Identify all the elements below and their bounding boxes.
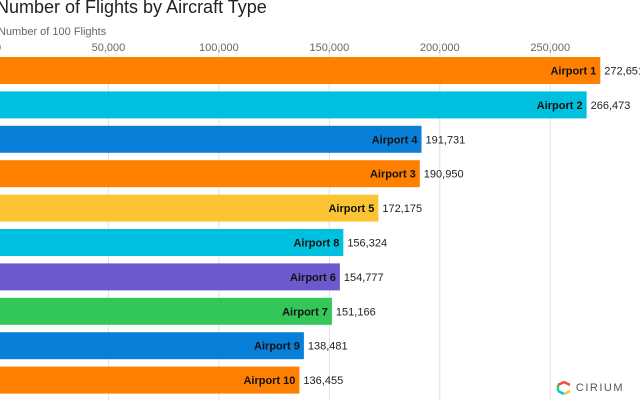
x-tick-label: 100,000 — [199, 42, 239, 54]
bar-value-label: 191,731 — [426, 134, 466, 146]
bar-value-label: 266,473 — [591, 100, 631, 112]
bar-category-label: Airport 1 — [550, 66, 596, 78]
bar — [0, 297, 332, 325]
bar-category-label: Airport 2 — [537, 100, 583, 112]
x-tick-label: 200,000 — [420, 42, 460, 54]
bar — [0, 57, 601, 84]
bar — [0, 332, 304, 360]
bar-layer: Airport 1 272,651 Airport 2 266,473 Airport … — [0, 57, 640, 394]
bar-value-label: 172,175 — [382, 203, 422, 215]
chart-title: Number of Flights by Aircraft Type — [0, 0, 267, 17]
bar — [0, 366, 300, 394]
chart-subtitle: Number of 100 Flights — [0, 26, 107, 38]
bar-category-label: Airport 4 — [372, 134, 419, 146]
bar — [0, 160, 420, 188]
x-tick-label: 250,000 — [530, 42, 570, 54]
logo-text: CIRIUM — [575, 382, 624, 394]
bar-category-label: Airport 9 — [254, 341, 300, 353]
cirium-logo-icon — [556, 381, 571, 395]
x-tick-label: 150,000 — [309, 42, 349, 54]
bar-value-label: 138,481 — [308, 341, 348, 353]
bar — [0, 91, 587, 119]
bar-value-label: 154,777 — [344, 272, 384, 284]
bar-category-label: Airport 10 — [243, 375, 295, 387]
bar-value-label: 190,950 — [424, 169, 464, 181]
bar-category-label: Airport 7 — [282, 306, 328, 318]
bar — [0, 125, 422, 153]
bar-value-label: 156,324 — [347, 238, 387, 250]
bar-value-label: 151,166 — [336, 306, 376, 318]
bar-value-label: 136,455 — [303, 375, 343, 387]
tick-layer: 0 50,000 100,000 150,000 200,000 250,000 — [0, 42, 570, 54]
bar — [0, 194, 379, 222]
bar-value-label: 272,651 — [604, 66, 640, 78]
bar-category-label: Airport 8 — [293, 238, 339, 250]
bar — [0, 263, 340, 291]
bar — [0, 229, 344, 256]
x-tick-label: 50,000 — [92, 42, 126, 54]
x-tick-label: 0 — [0, 42, 1, 54]
bar-category-label: Airport 5 — [328, 203, 374, 215]
cirium-logo: CIRIUM — [556, 381, 624, 395]
bar-category-label: Airport 6 — [290, 272, 336, 284]
bar-category-label: Airport 3 — [370, 169, 416, 181]
